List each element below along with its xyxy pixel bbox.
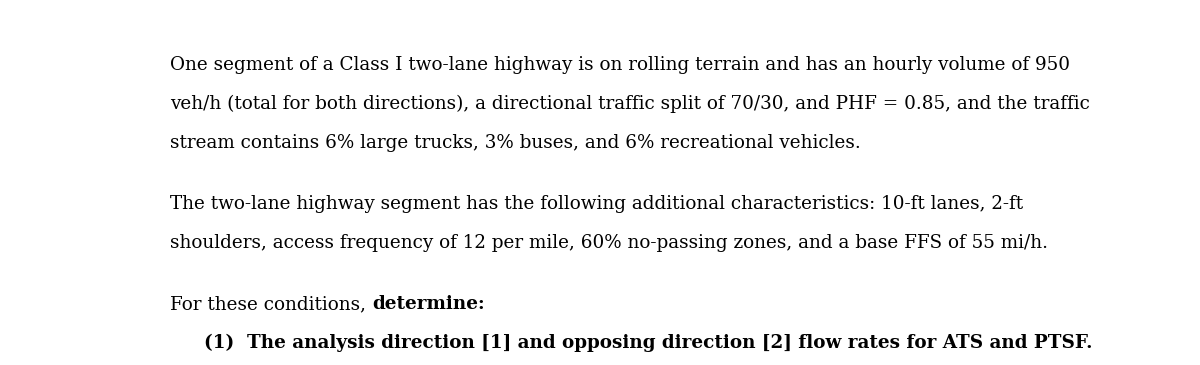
Text: (1)  The analysis direction [1] and opposing direction [2] flow rates for ATS an: (1) The analysis direction [1] and oppos… xyxy=(204,334,1092,352)
Text: determine:: determine: xyxy=(372,295,485,313)
Text: For these conditions,: For these conditions, xyxy=(170,295,372,313)
Text: stream contains 6% large trucks, 3% buses, and 6% recreational vehicles.: stream contains 6% large trucks, 3% buse… xyxy=(170,134,862,152)
Text: veh/h (total for both directions), a directional traffic split of 70/30, and PHF: veh/h (total for both directions), a dir… xyxy=(170,95,1091,114)
Text: shoulders, access frequency of 12 per mile, 60% no-passing zones, and a base FFS: shoulders, access frequency of 12 per mi… xyxy=(170,234,1049,252)
Text: The two-lane highway segment has the following additional characteristics: 10-ft: The two-lane highway segment has the fol… xyxy=(170,195,1024,213)
Text: One segment of a Class I two-lane highway is on rolling terrain and has an hourl: One segment of a Class I two-lane highwa… xyxy=(170,57,1070,74)
